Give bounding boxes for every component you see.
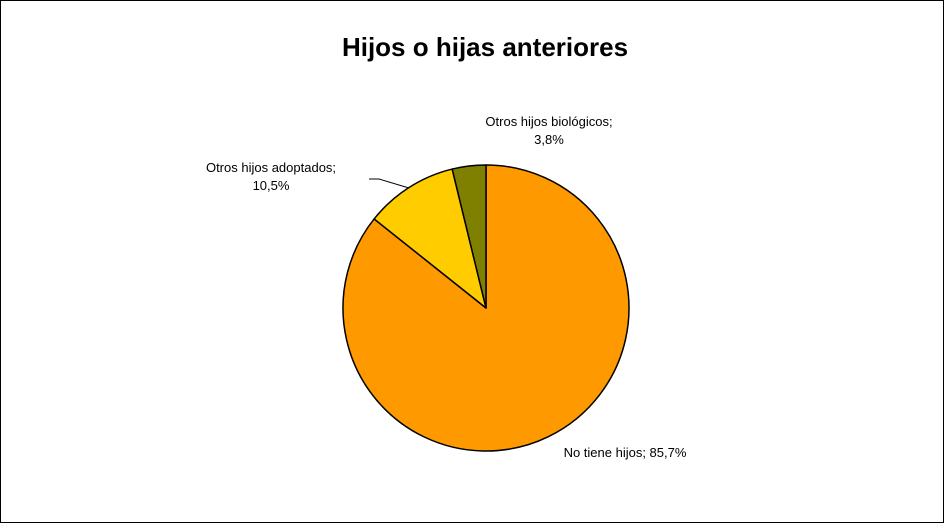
pie-slices bbox=[342, 164, 630, 452]
leader-line-otros-hijos-adoptados bbox=[369, 178, 410, 189]
data-label-otros-hijos-adoptados: Otros hijos adoptados; 10,5% bbox=[206, 160, 336, 193]
data-label-otros-hijos-biologicos: Otros hijos biológicos; 3,8% bbox=[485, 114, 612, 147]
data-label-no-tiene-hijos: No tiene hijos; 85,7% bbox=[564, 445, 687, 460]
data-labels: No tiene hijos; 85,7% Otros hijos adoptad… bbox=[206, 114, 687, 460]
pie-slice-otros-hijos-biologicos bbox=[451, 164, 487, 309]
leader-lines bbox=[369, 178, 410, 189]
chart-title: Hijos o hijas anteriores bbox=[342, 32, 628, 62]
